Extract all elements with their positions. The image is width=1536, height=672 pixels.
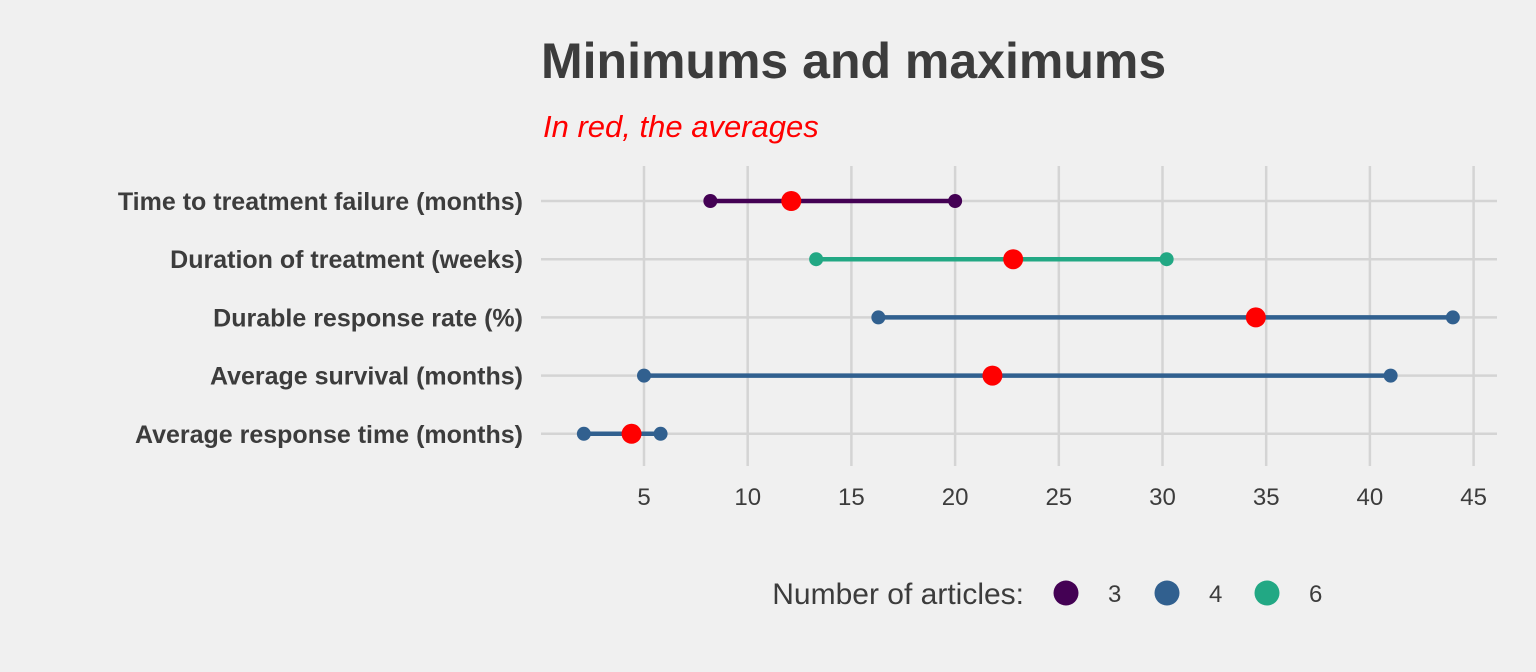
legend-key-3 bbox=[1053, 580, 1079, 606]
x-tick-label: 30 bbox=[1149, 484, 1176, 511]
x-tick-label: 40 bbox=[1357, 484, 1384, 511]
max-point bbox=[1383, 368, 1398, 383]
mean-point bbox=[621, 423, 642, 444]
category-label: Time to treatment failure (months) bbox=[118, 188, 523, 216]
max-point bbox=[1159, 252, 1174, 267]
mean-point bbox=[982, 365, 1003, 386]
chart-title: Minimums and maximums bbox=[541, 33, 1166, 89]
category-label: Average response time (months) bbox=[135, 421, 523, 449]
category-label: Durable response rate (%) bbox=[213, 304, 523, 332]
min-point bbox=[703, 194, 718, 208]
legend-title: Number of articles: bbox=[772, 578, 1024, 611]
x-tick-label: 20 bbox=[942, 484, 969, 511]
x-tick-label: 10 bbox=[734, 484, 761, 511]
max-point bbox=[1445, 310, 1460, 325]
x-tick-label: 35 bbox=[1253, 484, 1280, 511]
mean-point bbox=[1003, 249, 1024, 270]
labels-layer: 5 10 15 20 25 30 35 40 45 Time to treatment failu… bbox=[118, 188, 1487, 511]
legend-key-6 bbox=[1254, 580, 1280, 606]
legend-label: 6 bbox=[1309, 581, 1322, 608]
category-label: Duration of treatment (weeks) bbox=[170, 246, 523, 274]
max-point bbox=[653, 426, 668, 441]
mean-point bbox=[1245, 307, 1266, 328]
chart-subtitle: In red, the averages bbox=[543, 109, 819, 144]
x-tick-label: 5 bbox=[637, 484, 650, 511]
x-tick-label: 15 bbox=[838, 484, 865, 511]
legend-label: 4 bbox=[1209, 581, 1222, 608]
min-point bbox=[809, 252, 824, 267]
x-tick-label: 25 bbox=[1045, 484, 1072, 511]
x-tick-label: 45 bbox=[1460, 484, 1487, 511]
legend-label: 3 bbox=[1108, 581, 1121, 608]
min-point bbox=[637, 368, 651, 383]
min-point bbox=[576, 426, 591, 441]
legend-key-4 bbox=[1154, 580, 1180, 606]
max-point bbox=[948, 194, 963, 208]
min-point bbox=[871, 310, 886, 325]
legend: Number of articles: 3 4 6 bbox=[772, 578, 1322, 611]
marks-layer bbox=[576, 191, 1460, 444]
category-label: Average survival (months) bbox=[210, 363, 523, 391]
mean-point bbox=[781, 191, 802, 211]
